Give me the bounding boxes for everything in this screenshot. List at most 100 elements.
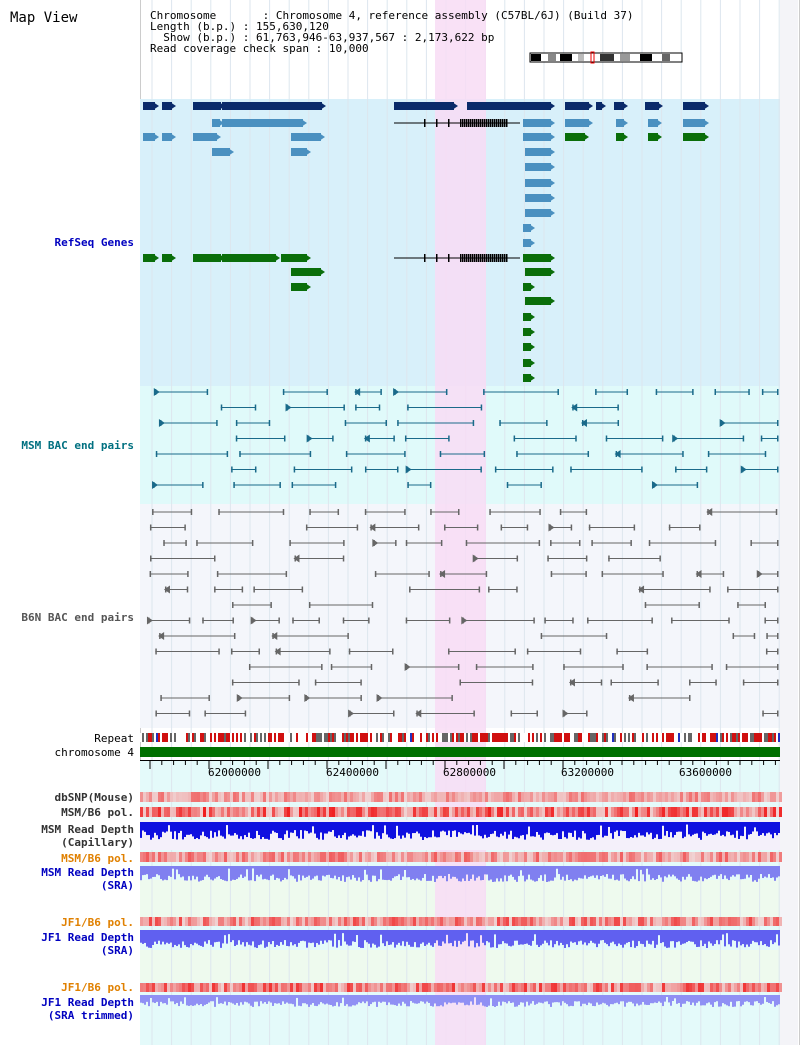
jf1-trim-depth-bar — [638, 995, 640, 1006]
msm-cap-depth-bar — [496, 822, 498, 837]
track-label-msm-bac[interactable]: MSM BAC end pairs — [21, 439, 134, 452]
polymorphism-cell — [779, 792, 782, 802]
polymorphism-cell — [299, 917, 302, 926]
msm-cap-depth-bar — [290, 822, 292, 833]
polymorphism-cell — [605, 792, 608, 802]
show-value: 61,763,946-63,937,567 : 2,173,622 bp — [255, 31, 495, 44]
track-label-refseq[interactable]: RefSeq Genes — [55, 236, 134, 249]
gene-exon — [500, 119, 502, 127]
jf1-trim-depth-bar — [192, 995, 194, 1006]
repeat-feature — [390, 733, 392, 742]
gene-arrow — [363, 434, 370, 443]
msm-sra-depth-bar — [260, 866, 262, 875]
jf1-sra-depth-bar — [704, 930, 706, 944]
gene-arrow — [153, 254, 159, 262]
jf1-trim-depth-bar — [618, 995, 620, 1005]
track-label-jf1-b6-pol-1[interactable]: JF1/B6 pol. — [61, 916, 134, 929]
track-label-dbsnp[interactable]: dbSNP(Mouse) — [54, 791, 134, 804]
msm-bac-pair-end — [407, 404, 409, 411]
msm-cap-depth-bar — [582, 822, 584, 831]
msm-sra-depth-bar — [498, 866, 500, 882]
polymorphism-cell — [536, 917, 539, 926]
polymorphism-cell — [560, 917, 563, 926]
b6n-bac-pair-end — [777, 571, 779, 577]
track-label-msm-b6-pol-1[interactable]: MSM/B6 pol. — [61, 806, 134, 819]
repeat-feature — [710, 733, 712, 742]
track-label-msm-read-depth-sra[interactable]: MSM Read Depth (SRA) — [41, 866, 134, 892]
msm-sra-depth-bar — [508, 866, 510, 876]
msm-sra-depth-bar — [570, 866, 572, 880]
polymorphism-cell — [278, 983, 281, 992]
msm-sra-depth-bar — [218, 866, 220, 877]
b6n-bac-pair-end — [348, 648, 351, 655]
jf1-trim-depth-bar — [172, 995, 174, 1002]
jf1-trim-depth-bar — [164, 995, 166, 1004]
polymorphism-cell — [158, 983, 161, 992]
polymorphism-cell — [287, 917, 290, 926]
axis-tick-label: 62800000 — [443, 766, 496, 779]
msm-sra-depth-bar — [432, 866, 434, 876]
track-label-msm-b6-pol-2[interactable]: MSM/B6 pol. — [61, 852, 134, 865]
polymorphism-cell — [674, 807, 677, 817]
repeat-feature — [334, 733, 336, 742]
polymorphism-cell — [209, 792, 212, 802]
track-label-jf1-b6-pol-2[interactable]: JF1/B6 pol. — [61, 981, 134, 994]
polymorphism-cell — [170, 852, 173, 862]
polymorphism-cell — [407, 917, 410, 926]
gene-exon — [484, 119, 486, 127]
polymorphism-cell — [539, 917, 542, 926]
polymorphism-cell — [140, 917, 143, 926]
repeat-feature — [340, 733, 342, 742]
jf1-sra-depth-bar — [574, 930, 576, 943]
msm-cap-depth-bar — [596, 822, 598, 836]
msm-sra-depth-bar — [288, 866, 290, 870]
msm-cap-depth-bar — [552, 822, 554, 836]
chromosome-label: Chromosome — [150, 9, 217, 22]
polymorphism-cell — [695, 792, 698, 802]
polymorphism-cell — [230, 917, 233, 926]
polymorphism-cell — [461, 792, 464, 802]
track-label-b6n-bac[interactable]: B6N BAC end pairs — [21, 611, 134, 624]
track-label-jf1-read-depth-sra[interactable]: JF1 Read Depth (SRA) — [41, 931, 134, 957]
msm-sra-depth-bar — [304, 866, 306, 878]
b6n-bac-pair-end — [732, 633, 735, 639]
polymorphism-cell — [470, 792, 473, 802]
polymorphism-cell — [320, 807, 323, 817]
msm-sra-depth-bar — [424, 866, 426, 875]
msm-sra-depth-bar — [548, 866, 550, 882]
msm-sra-depth-bar — [322, 866, 324, 876]
jf1-sra-depth-bar — [224, 930, 226, 936]
msm-sra-depth-bar — [364, 866, 366, 870]
polymorphism-cell — [431, 983, 434, 992]
polymorphism-cell — [356, 983, 359, 992]
msm-bac-pair-end — [777, 389, 779, 395]
gene-block — [222, 102, 252, 110]
jf1-trim-depth-bar — [696, 995, 698, 1003]
polymorphism-cell — [179, 852, 182, 862]
b6n-bac-pair-end — [526, 524, 529, 531]
jf1-trim-depth-bar — [704, 995, 706, 1006]
jf1-trim-depth-bar — [534, 995, 536, 1005]
jf1-trim-depth-bar — [708, 995, 710, 1003]
repeat-feature — [410, 733, 412, 742]
gene-arrow — [529, 224, 535, 232]
b6n-bac-pair-end — [160, 695, 162, 701]
msm-cap-depth-bar — [226, 822, 228, 826]
track-label-subtext: (SRA) — [100, 944, 134, 957]
msm-sra-depth-bar — [340, 866, 342, 881]
track-label-jf1-read-depth-trim[interactable]: JF1 Read Depth (SRA trimmed) — [41, 996, 134, 1022]
polymorphism-cell — [188, 852, 191, 862]
jf1-trim-depth-bar — [320, 995, 322, 1003]
gene-block — [523, 359, 531, 367]
b6n-bac-pair-end — [364, 509, 367, 515]
track-label-msm-read-depth-cap[interactable]: MSM Read Depth (Capillary) — [41, 823, 134, 849]
jf1-trim-depth-bar — [572, 995, 574, 1007]
polymorphism-cell — [188, 792, 191, 802]
msm-bac-pair-end — [233, 482, 235, 488]
repeat-feature — [224, 733, 226, 742]
jf1-trim-depth-bar — [756, 995, 758, 1002]
jf1-trim-depth-bar — [584, 995, 586, 1004]
repeat-feature — [174, 733, 176, 742]
polymorphism-cell — [143, 852, 146, 862]
